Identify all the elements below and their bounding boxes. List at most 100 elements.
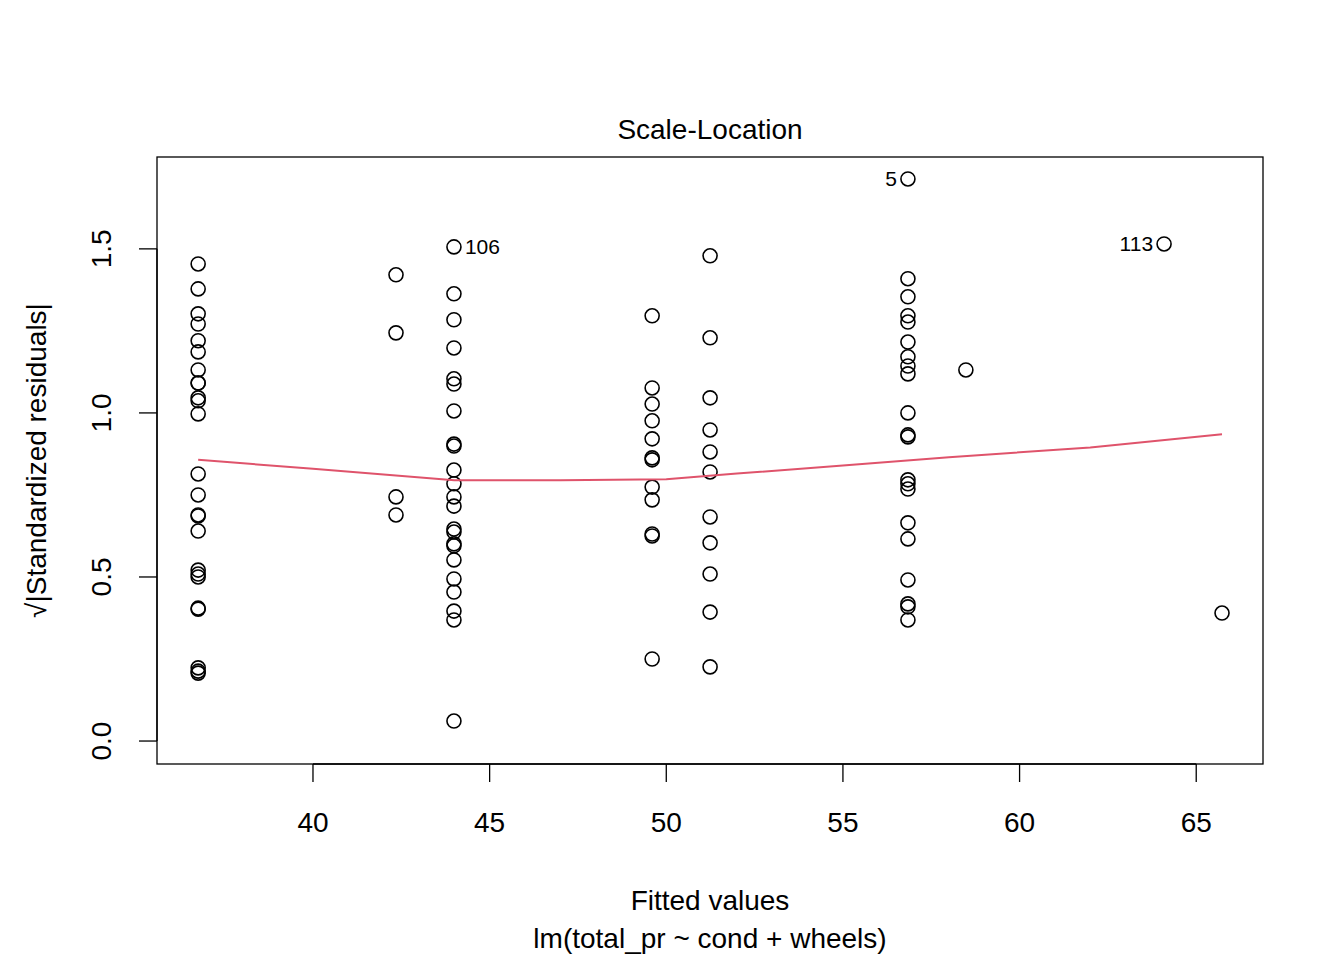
point xyxy=(703,536,717,550)
point xyxy=(191,317,205,331)
point xyxy=(901,600,915,614)
x-tick-label: 60 xyxy=(1004,807,1035,838)
plot-area xyxy=(191,172,1229,728)
point xyxy=(959,363,973,377)
x-tick xyxy=(842,764,843,782)
point xyxy=(447,499,461,513)
point xyxy=(191,567,205,581)
subtitle: lm(total_pr ~ cond + wheels) xyxy=(533,923,886,954)
y-tick xyxy=(139,412,157,413)
point xyxy=(447,585,461,599)
point xyxy=(389,326,403,340)
point xyxy=(1215,606,1229,620)
point xyxy=(703,605,717,619)
point xyxy=(389,508,403,522)
y-axis-label: √|Standardized residuals| xyxy=(21,303,52,618)
point xyxy=(901,290,915,304)
point xyxy=(191,467,205,481)
point xyxy=(645,414,659,428)
point xyxy=(447,613,461,627)
point-label: 113 xyxy=(1120,232,1153,255)
point xyxy=(645,397,659,411)
point xyxy=(447,341,461,355)
point xyxy=(901,315,915,329)
point xyxy=(389,490,403,504)
x-tick xyxy=(312,764,313,782)
title: Scale-Location xyxy=(617,114,802,145)
y-tick xyxy=(139,740,157,741)
point xyxy=(447,404,461,418)
point xyxy=(703,660,717,674)
x-tick-label: 40 xyxy=(297,807,328,838)
x-tick-label: 50 xyxy=(651,807,682,838)
point xyxy=(703,510,717,524)
point xyxy=(901,482,915,496)
background xyxy=(0,0,1344,960)
point xyxy=(703,567,717,581)
point xyxy=(703,391,717,405)
point xyxy=(191,282,205,296)
point xyxy=(447,313,461,327)
smoother-line xyxy=(198,434,1222,480)
point xyxy=(645,432,659,446)
point xyxy=(447,572,461,586)
point xyxy=(191,524,205,538)
point xyxy=(191,407,205,421)
y-tick-label: 0.5 xyxy=(86,558,117,597)
point-label: 5 xyxy=(885,167,897,190)
y-tick-label: 0.0 xyxy=(86,722,117,761)
y-tick xyxy=(139,248,157,249)
point xyxy=(191,602,205,616)
x-tick-label: 55 xyxy=(827,807,858,838)
point xyxy=(703,445,717,459)
point xyxy=(389,268,403,282)
point xyxy=(447,240,461,254)
point xyxy=(901,532,915,546)
point xyxy=(703,331,717,345)
point xyxy=(901,516,915,530)
point xyxy=(645,529,659,543)
point xyxy=(645,381,659,395)
point xyxy=(645,309,659,323)
point xyxy=(901,573,915,587)
point xyxy=(447,714,461,728)
point xyxy=(1157,237,1171,251)
x-tick xyxy=(666,764,667,782)
point xyxy=(191,570,205,584)
point xyxy=(645,480,659,494)
point xyxy=(901,359,915,373)
x-tick-label: 65 xyxy=(1181,807,1212,838)
point xyxy=(191,666,205,680)
point xyxy=(191,257,205,271)
chart: Scale-Location4045505560650.00.51.01.5Fi… xyxy=(0,0,1344,960)
point xyxy=(901,613,915,627)
y-tick-label: 1.5 xyxy=(86,229,117,268)
plot-frame xyxy=(157,157,1263,764)
y-tick-label: 1.0 xyxy=(86,393,117,432)
point xyxy=(191,376,205,390)
y-tick xyxy=(139,576,157,577)
x-tick xyxy=(489,764,490,782)
point-label: 106 xyxy=(465,235,500,258)
point xyxy=(447,553,461,567)
point xyxy=(645,453,659,467)
point xyxy=(447,439,461,453)
point xyxy=(901,430,915,444)
point xyxy=(191,345,205,359)
point xyxy=(447,463,461,477)
point xyxy=(901,172,915,186)
point xyxy=(191,509,205,523)
point xyxy=(191,508,205,522)
point xyxy=(191,363,205,377)
point xyxy=(901,597,915,611)
point xyxy=(447,522,461,536)
point xyxy=(901,335,915,349)
point xyxy=(901,272,915,286)
point xyxy=(447,539,461,553)
point xyxy=(191,394,205,408)
x-axis-label: Fitted values xyxy=(631,885,790,916)
point xyxy=(645,493,659,507)
point xyxy=(703,423,717,437)
x-tick xyxy=(1196,764,1197,782)
point xyxy=(901,406,915,420)
